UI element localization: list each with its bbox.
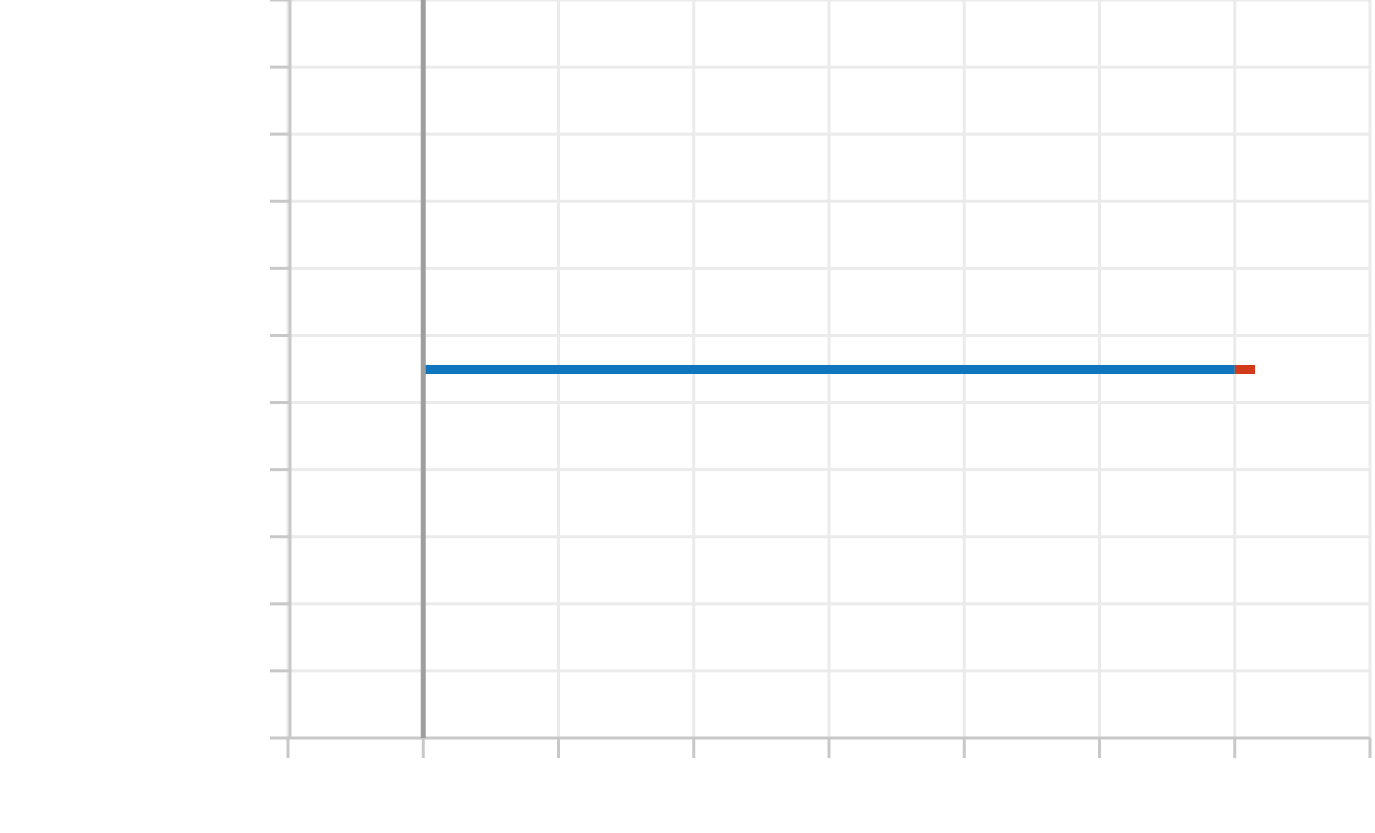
axis-ticks xyxy=(270,0,1372,758)
bar-segment-1 xyxy=(1234,365,1256,374)
bars xyxy=(423,365,1256,374)
gridlines xyxy=(286,0,1372,738)
bar-segment-0 xyxy=(423,365,1235,374)
